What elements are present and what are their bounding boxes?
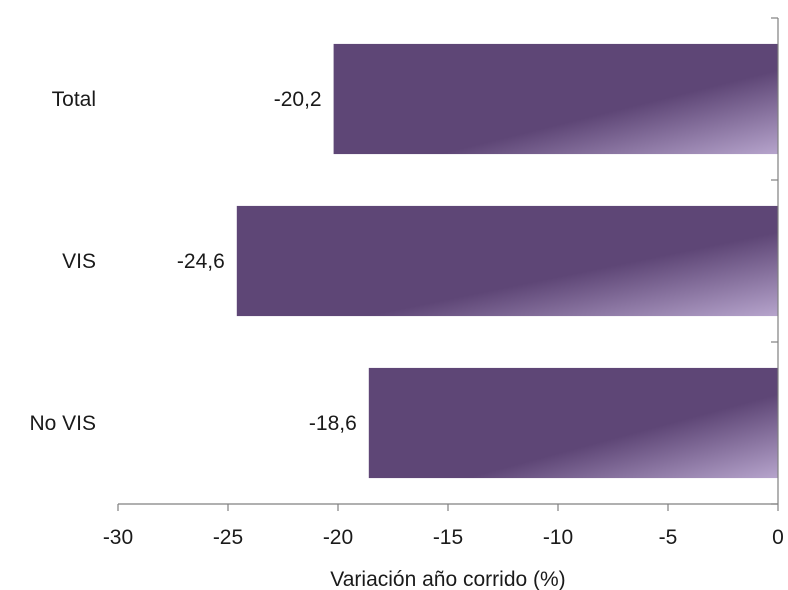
x-tick-label: -15: [433, 526, 463, 549]
x-tick-label: -30: [103, 526, 133, 549]
data-label: -18,6: [309, 412, 357, 435]
bar-total: [333, 43, 778, 155]
x-tick-label: -25: [213, 526, 243, 549]
x-axis-title: Variación año corrido (%): [330, 568, 565, 590]
data-label: -24,6: [177, 250, 225, 273]
bar-no-vis: [368, 367, 778, 479]
axes-layer: [117, 17, 779, 511]
x-tick-label: 0: [772, 526, 784, 549]
x-tick-label: -10: [543, 526, 573, 549]
bars-layer: [236, 43, 779, 479]
data-label: -20,2: [274, 88, 322, 111]
bar-vis: [236, 205, 779, 317]
category-label: No VIS: [29, 412, 96, 435]
x-tick-label: -5: [659, 526, 678, 549]
category-label: Total: [52, 88, 96, 111]
labels-layer: Total -20,2 VIS -24,6 No VIS -18,6 -30 -25 -20 -1…: [29, 88, 783, 549]
x-tick-label: -20: [323, 526, 353, 549]
category-label: VIS: [62, 250, 96, 273]
